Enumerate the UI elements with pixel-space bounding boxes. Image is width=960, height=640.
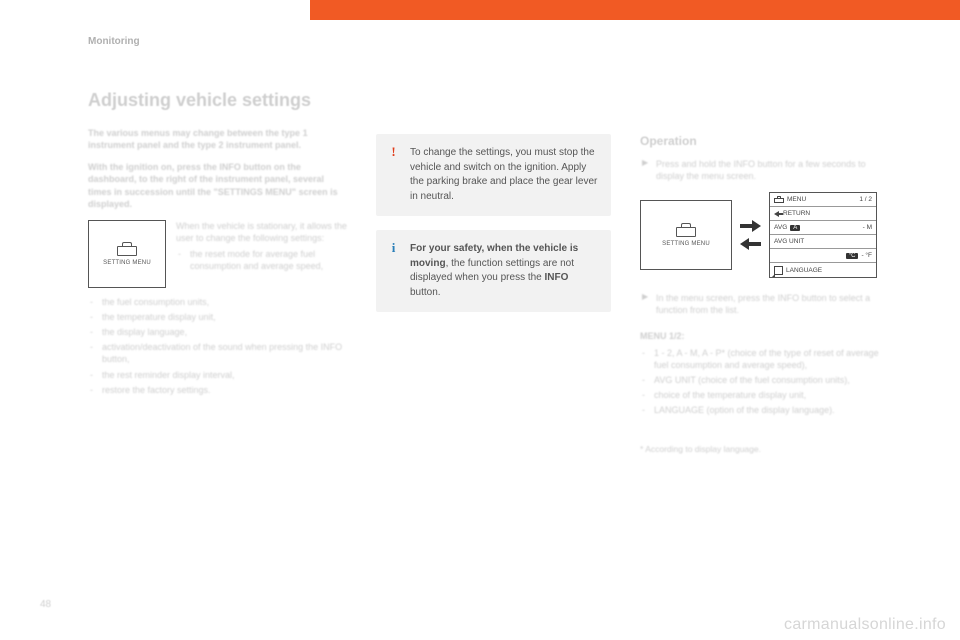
orange-accent-bar	[310, 0, 960, 20]
menu-row-page: 1 / 2	[859, 196, 872, 203]
column-right: Operation Press and hold the INFO button…	[640, 134, 880, 454]
menu-row-avg: AVG A - M	[770, 221, 876, 235]
settings-list: the fuel consumption units, the temperat…	[88, 296, 348, 396]
menu-row-return: RETURN	[770, 207, 876, 221]
list-item: the temperature display unit,	[88, 311, 348, 323]
warning-callout: ! To change the settings, you must stop …	[376, 134, 611, 216]
toolbox-icon	[676, 223, 696, 237]
menu-1-2-heading: MENU 1/2:	[640, 331, 880, 341]
menu-left-label: SETTING MENU	[662, 241, 710, 247]
list-item: AVG UNIT (choice of the fuel consumption…	[640, 374, 880, 386]
inset-text-wrap: When the vehicle is stationary, it allow…	[176, 220, 348, 288]
menu-1-2-list: 1 - 2, A - M, A - P* (choice of the type…	[640, 347, 880, 417]
setting-menu-label: SETTING MENU	[103, 260, 151, 266]
menu-row-temp: °C - °F	[770, 249, 876, 263]
menu-row-menu: MENU 1 / 2	[770, 193, 876, 207]
warning-text: To change the settings, you must stop th…	[410, 147, 597, 202]
inset-sublist-item: the reset mode for average fuel consumpt…	[176, 248, 348, 272]
list-item: the fuel consumption units,	[88, 296, 348, 308]
warning-icon: !	[386, 144, 401, 159]
operation-heading: Operation	[640, 134, 880, 148]
language-icon	[774, 266, 783, 275]
arrow-right-icon	[740, 220, 761, 232]
menu-row-label: AVG	[774, 224, 787, 231]
menu-row-label: RETURN	[783, 210, 810, 217]
menu-diagram: SETTING MENU MENU 1 / 2 RETURN	[640, 192, 880, 278]
page-title: Adjusting vehicle settings	[88, 90, 348, 111]
menu-diagram-right: MENU 1 / 2 RETURN AVG A - M AVG UNIT	[769, 192, 877, 278]
menu-row-label: MENU	[787, 196, 806, 203]
intro-paragraph-1: The various menus may change between the…	[88, 127, 348, 151]
menu-row-language: LANGUAGE	[770, 263, 876, 277]
toolbox-mini-icon	[774, 196, 784, 203]
return-icon	[774, 211, 779, 217]
list-item: the display language,	[88, 326, 348, 338]
avg-chip: A	[790, 225, 800, 231]
list-item: the rest reminder display interval,	[88, 369, 348, 381]
list-item: 1 - 2, A - M, A - P* (choice of the type…	[640, 347, 880, 371]
intro-paragraph-2: With the ignition on, press the INFO but…	[88, 161, 348, 210]
menu-row-label: LANGUAGE	[786, 267, 822, 274]
menu-row-avg-unit: AVG UNIT	[770, 235, 876, 249]
menu-row-value: - °F	[861, 252, 872, 259]
toolbox-icon	[117, 242, 137, 256]
section-label: Monitoring	[88, 36, 140, 47]
menu-row-label: AVG UNIT	[774, 238, 804, 245]
footnote: * According to display language.	[640, 444, 880, 454]
list-item: activation/deactivation of the sound whe…	[88, 341, 348, 365]
info-text: For your safety, when the vehicle is mov…	[410, 243, 578, 298]
info-bold-mid: INFO	[545, 272, 569, 283]
page-number: 48	[40, 599, 51, 610]
operation-step-2: In the menu screen, press the INFO butto…	[640, 292, 880, 316]
operation-step-1: Press and hold the INFO button for a few…	[640, 158, 880, 182]
inset-lead-text: When the vehicle is stationary, it allow…	[176, 220, 348, 244]
temp-chip: °C	[846, 253, 859, 259]
info-icon: i	[386, 240, 401, 255]
info-rest-2: button.	[410, 287, 441, 298]
watermark: carmanualsonline.info	[784, 616, 946, 634]
menu-row-value: - M	[863, 224, 872, 231]
setting-menu-box: SETTING MENU	[88, 220, 166, 288]
arrow-left-icon	[740, 238, 761, 250]
list-item: restore the factory settings.	[88, 384, 348, 396]
column-middle: ! To change the settings, you must stop …	[376, 134, 611, 326]
column-left: Adjusting vehicle settings The various m…	[88, 90, 348, 399]
inset-sublist: the reset mode for average fuel consumpt…	[176, 248, 348, 272]
list-item: LANGUAGE (option of the display language…	[640, 404, 880, 416]
nav-arrows	[740, 220, 761, 250]
list-item: choice of the temperature display unit,	[640, 389, 880, 401]
info-callout: i For your safety, when the vehicle is m…	[376, 230, 611, 312]
setting-menu-inset: SETTING MENU When the vehicle is station…	[88, 220, 348, 288]
menu-diagram-left: SETTING MENU	[640, 200, 732, 270]
top-bar	[0, 0, 960, 20]
